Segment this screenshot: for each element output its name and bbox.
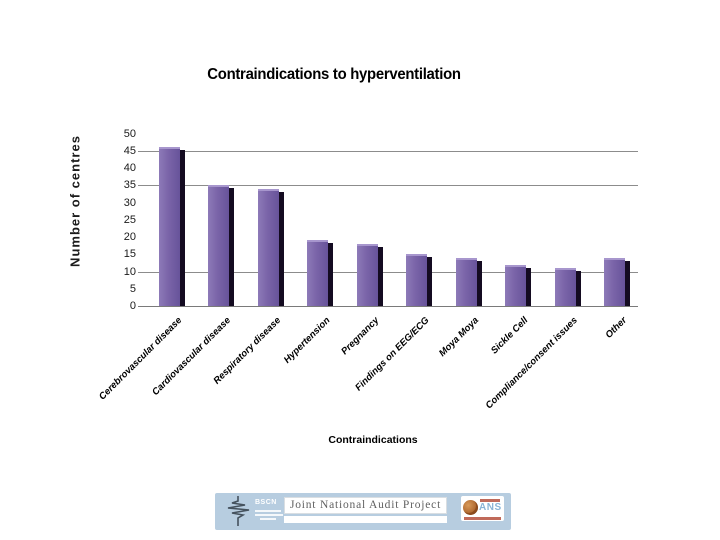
y-tick-label: 35 [123,179,136,192]
bar [554,268,576,307]
gridline [138,271,638,273]
bscn-label: BSCN [255,499,277,506]
gridline [138,150,638,152]
jnap-title: Joint National Audit Project [284,497,447,514]
y-tick-label: 15 [123,248,136,261]
ans-emblem-icon [463,500,478,515]
bar [505,264,526,306]
bscn-logo: BSCN [223,495,283,528]
y-tick-label: 50 [123,127,136,140]
y-tick-label: 25 [123,213,136,226]
y-tick-label: 0 [129,300,136,312]
bscn-smalltext-line [260,518,276,520]
bar [356,243,378,306]
bscn-smalltext-line [255,510,281,512]
bscn-smalltext-line [255,514,283,516]
bar-shadow [476,260,482,306]
y-tick-label: 5 [129,282,136,295]
category-label: Cerebrovascular disease [96,315,184,403]
bar [208,185,229,307]
bar-shadow [427,257,432,307]
ecg-waveform-icon [227,496,250,526]
bar [257,188,279,306]
chart-title: Contraindications to hyperventilation [207,66,461,83]
bar-shadow [278,191,284,306]
bar [158,147,180,306]
bar-shadow [377,246,383,306]
ans-logo: ANS [461,496,504,521]
bar [455,257,477,306]
bar [604,257,625,306]
y-tick-label: 20 [123,231,136,243]
ans-smalltext-line [464,517,501,520]
y-tick-label: 30 [123,196,136,209]
category-label: Moya Moya [436,315,481,359]
category-label: Compliance/consent issues [483,315,580,412]
bar-shadow [179,150,185,306]
ans-smalltext-line [480,499,500,502]
footer-banner: BSCN Joint National Audit Project ANS [215,493,511,530]
y-tick-label: 10 [123,265,136,278]
bar-shadow [229,188,234,307]
bar [307,240,328,306]
ans-label: ANS [479,502,502,513]
bar-shadow [526,267,531,306]
bar-shadow [328,243,333,306]
category-label: Pregnancy [339,315,382,358]
category-label: Hypertension [281,315,333,366]
bar-shadow [575,271,581,307]
category-label: Other [603,315,630,341]
x-axis-line [138,306,638,307]
y-tick-label: 45 [123,144,136,157]
jnap-strip [284,516,447,523]
category-label: Sickle Cell [488,315,531,357]
x-axis-title: Contraindications [328,434,418,446]
gridline [138,185,638,187]
bar-shadow [625,260,630,306]
bar [406,254,427,307]
y-tick-label: 40 [123,162,136,174]
